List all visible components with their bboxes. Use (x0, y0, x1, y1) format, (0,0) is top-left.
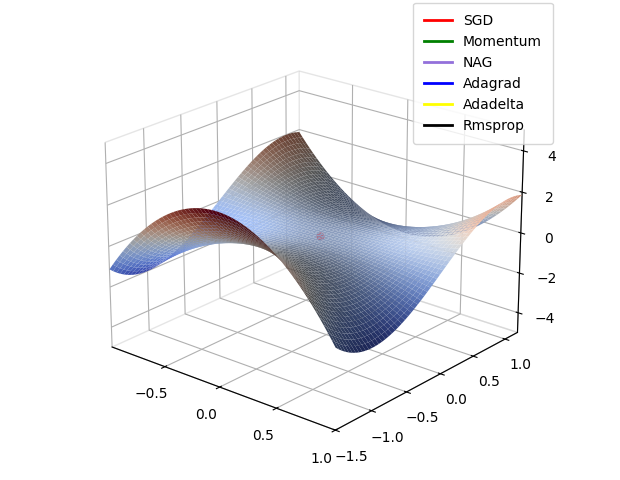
Legend: SGD, Momentum, NAG, Adagrad, Adadelta, Rmsprop: SGD, Momentum, NAG, Adagrad, Adadelta, R… (413, 3, 553, 144)
